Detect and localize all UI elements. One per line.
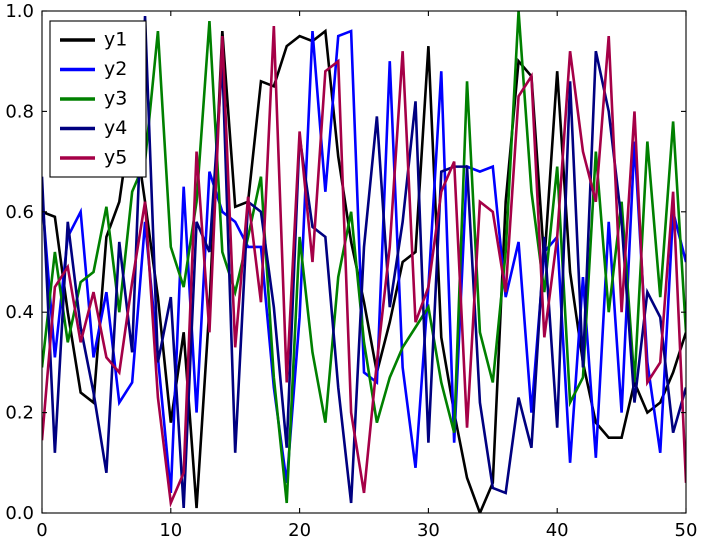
x-tick-label-5: 50 <box>675 520 698 541</box>
x-tick-label-0: 0 <box>36 520 47 541</box>
ticks-layer <box>41 10 687 514</box>
y-tick-label-5: 1.0 <box>5 1 34 22</box>
legend-label-y5: y5 <box>104 147 127 169</box>
x-tick-label-1: 10 <box>159 520 182 541</box>
legend-label-y1: y1 <box>104 29 127 51</box>
series-line-y5 <box>42 25 686 508</box>
legend-label-y4: y4 <box>104 117 127 139</box>
y-tick-label-4: 0.8 <box>5 101 34 122</box>
chart-legend[interactable]: y1 y2 y3 y4 y5 <box>49 20 147 178</box>
legend-label-y2: y2 <box>104 58 127 80</box>
legend-label-y3: y3 <box>104 88 127 110</box>
y-tick-label-2: 0.4 <box>5 302 34 323</box>
axes-frame <box>41 10 687 514</box>
y-tick-label-1: 0.2 <box>5 403 34 424</box>
x-tick-label-2: 20 <box>288 520 311 541</box>
y-tick-label-3: 0.6 <box>5 202 34 223</box>
y-tick-label-0: 0.0 <box>5 503 34 524</box>
x-tick-label-4: 40 <box>546 520 569 541</box>
series-line-y4 <box>42 15 686 509</box>
x-tick-label-3: 30 <box>417 520 440 541</box>
tick-labels-layer: 0 10 20 30 40 50 0.0 0.2 0.4 0.6 0.8 1.0 <box>5 1 697 541</box>
series-layer <box>42 11 686 513</box>
